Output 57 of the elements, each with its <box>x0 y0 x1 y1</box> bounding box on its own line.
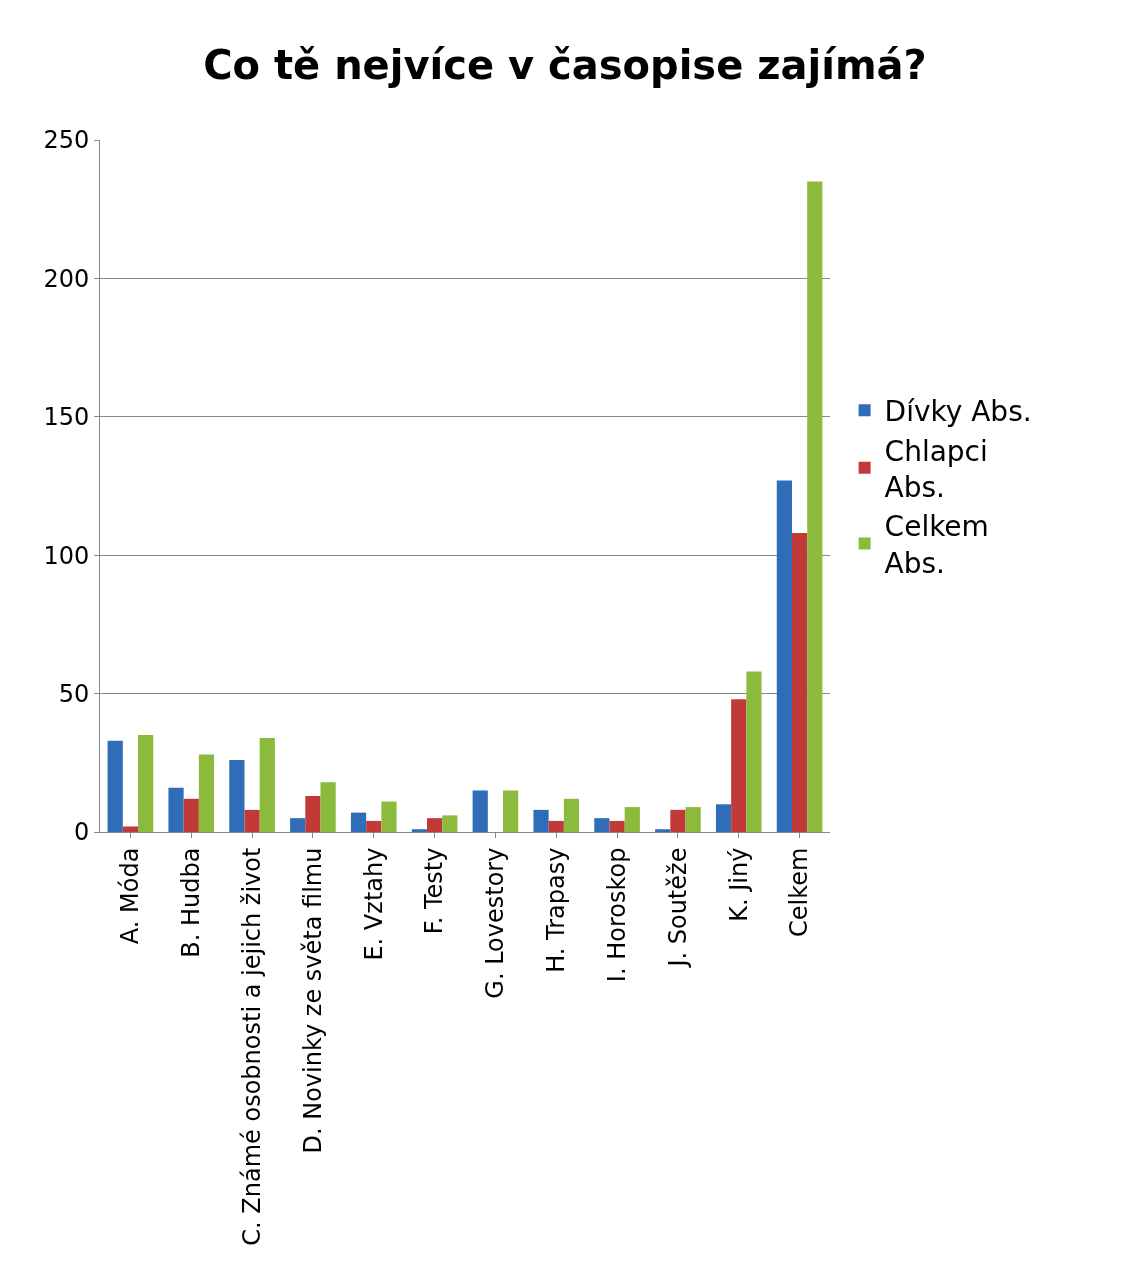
x-tick-label: F. Testy <box>420 847 449 935</box>
bar <box>198 754 215 832</box>
legend-label: Chlapci Abs. <box>884 434 988 504</box>
bar <box>244 809 260 832</box>
bar <box>548 820 564 832</box>
bar <box>229 760 245 832</box>
legend-label: Celkem Abs. <box>884 510 989 580</box>
bar <box>472 790 488 832</box>
x-tick-label: Celkem <box>785 847 814 937</box>
bar <box>411 829 427 832</box>
bar <box>609 820 625 832</box>
bar <box>366 820 382 832</box>
bar <box>670 809 686 832</box>
bar <box>259 737 275 832</box>
bar <box>594 818 610 832</box>
bar <box>183 798 199 832</box>
x-tick-label: B. Hudba <box>177 847 206 958</box>
x-tick-label: G. Lovestory <box>481 847 510 999</box>
x-tick-label: D. Novinky ze světa filmu <box>298 847 327 1154</box>
y-tick-label: 0 <box>73 818 90 847</box>
bar <box>138 735 154 832</box>
x-tick-label: K. Jiný <box>724 847 753 922</box>
y-tick-label: 150 <box>43 403 90 432</box>
y-tick-label: 50 <box>58 680 90 708</box>
y-tick-label: 100 <box>43 541 90 570</box>
bar <box>305 796 321 832</box>
bar <box>715 804 732 832</box>
bar <box>122 826 139 832</box>
bar <box>563 798 580 832</box>
bar <box>791 533 808 832</box>
bar <box>746 671 762 832</box>
bar <box>731 699 747 832</box>
bar <box>442 815 458 832</box>
x-tick-label: C. Známé osobnosti a jejich život <box>237 847 266 1246</box>
x-tick-label: H. Trapasy <box>542 847 571 973</box>
bar <box>320 782 336 832</box>
chart-title: Co tě nejvíce v časopise zajímá? <box>203 41 927 88</box>
x-tick-label: E. Vztahy <box>359 847 388 961</box>
bar <box>533 809 549 832</box>
bar <box>426 818 443 832</box>
legend-label: Dívky Abs. <box>884 395 1032 429</box>
bar <box>655 829 671 832</box>
bar <box>381 801 397 832</box>
bar <box>624 807 640 832</box>
bar <box>685 807 701 832</box>
bar <box>503 790 519 832</box>
bar <box>350 812 367 832</box>
bar <box>107 740 123 832</box>
x-tick-label: J. Soutěže <box>663 847 692 969</box>
bar <box>776 480 792 832</box>
bar <box>168 787 184 832</box>
bar <box>807 181 823 832</box>
x-tick-label: A. Móda <box>116 847 145 945</box>
x-tick-label: I. Horoskop <box>602 847 631 983</box>
bar <box>290 818 306 832</box>
y-tick-label: 200 <box>43 264 90 293</box>
y-tick-label: 250 <box>43 126 90 155</box>
